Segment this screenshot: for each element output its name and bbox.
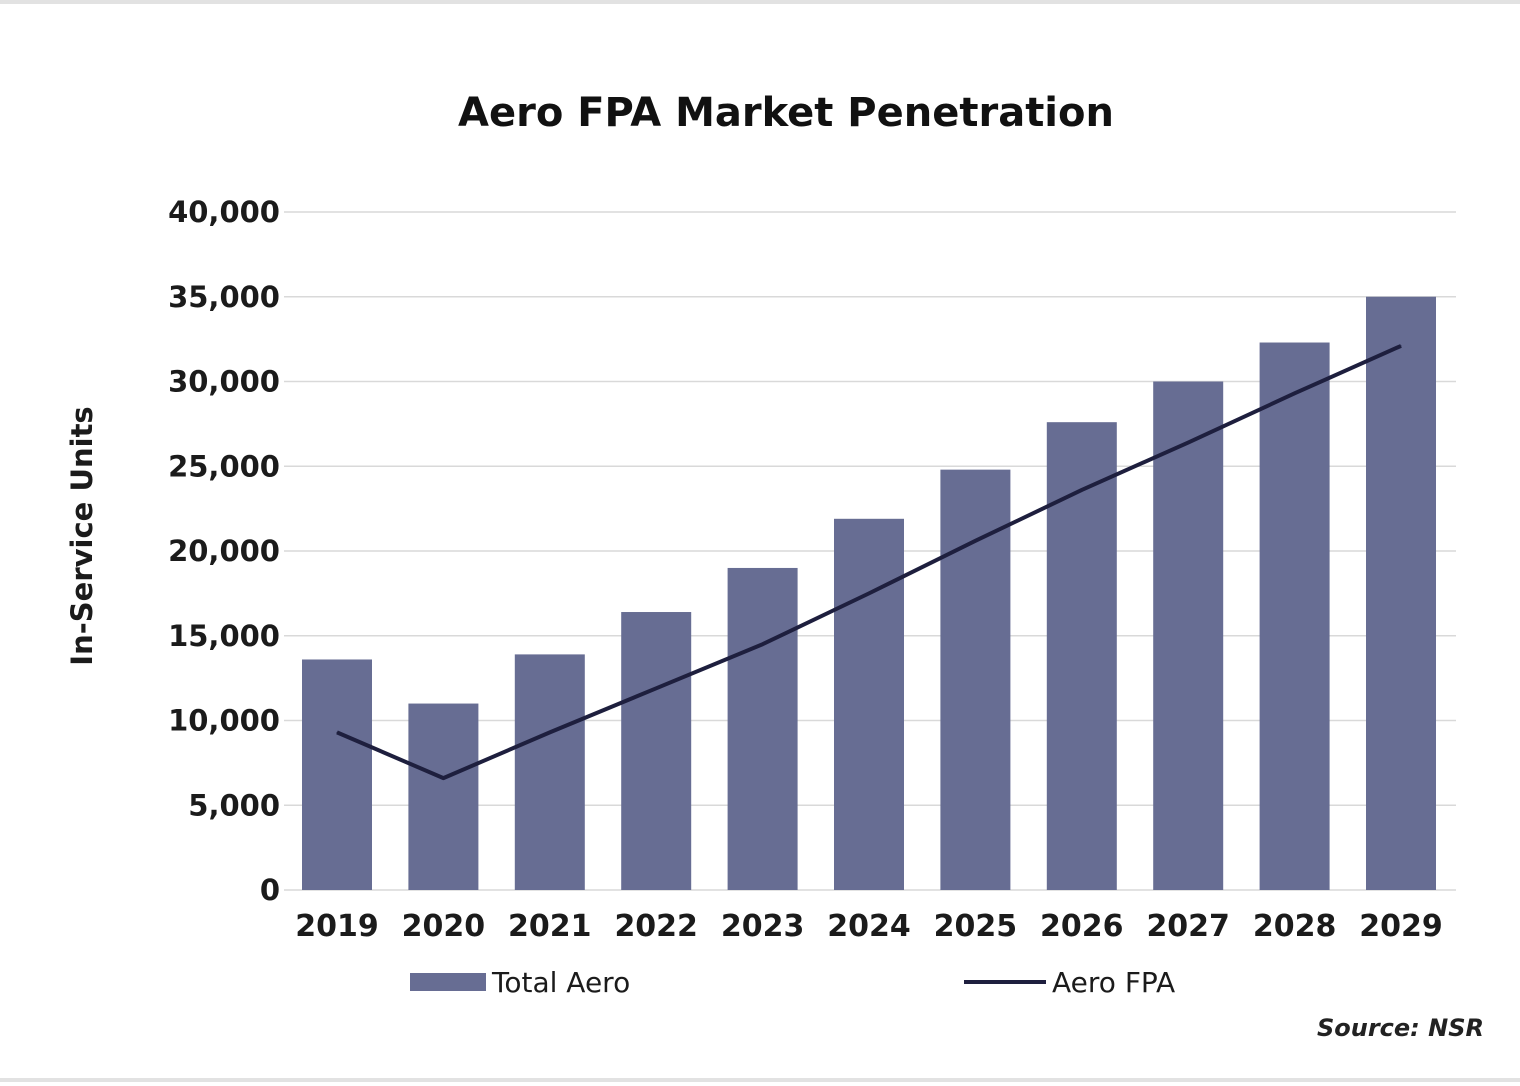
bar-2028 [1259,342,1330,890]
x-tick-label: 2023 [721,909,805,944]
legend: Total Aero Aero FPA [0,962,1520,1002]
line-point-2029 [1400,345,1402,347]
line-point-2025 [974,540,976,542]
y-tick-labels: 0 5,000 10,000 15,000 20,000 25,000 30,000 35,0… [168,195,280,907]
y-tick-label: 20,000 [168,534,280,568]
line-point-2027 [1187,442,1189,444]
bar-2020 [408,703,479,890]
bar-2029 [1366,296,1436,890]
line-point-2020 [442,777,444,779]
line-series [336,344,1402,781]
bar-2021 [514,654,585,890]
x-tick-label: 2019 [295,909,379,944]
y-tick-label: 40,000 [168,195,280,229]
legend-swatch-line [964,980,1046,984]
y-tick-label: 30,000 [168,365,280,399]
legend-label-aero-fpa: Aero FPA [1052,965,1176,999]
y-tick-label: 25,000 [168,449,280,483]
line-point-2028 [1294,392,1296,394]
x-tick-label: 2028 [1253,909,1337,944]
line-point-2024 [868,592,870,594]
line-point-2022 [655,687,657,689]
x-tick-label: 2024 [827,909,911,944]
bar-2025 [940,469,1011,890]
y-tick-label: 5,000 [188,788,280,822]
bar-2019 [302,659,372,890]
bar-2023 [727,567,798,890]
y-tick-label: 0 [260,873,280,907]
legend-swatch-bar [410,973,486,991]
chart-plot: 0 5,000 10,000 15,000 20,000 25,000 30,000 35,0… [65,195,1456,944]
line-point-2021 [549,731,551,733]
line-point-2026 [1081,489,1083,491]
bars [302,296,1436,890]
bar-2024 [834,518,904,890]
legend-label-total-aero: Total Aero [492,965,631,999]
bar-2027 [1153,381,1224,890]
chart-title: Aero FPA Market Penetration [458,90,1114,136]
x-tick-label: 2021 [508,909,592,944]
legend-item-total-aero: Total Aero [410,962,630,1002]
source-note: Source: NSR [1316,1014,1484,1042]
x-tick-labels: 2019 2020 2021 2022 2023 2024 2025 2026 2027 2028… [295,909,1443,944]
x-tick-label: 2029 [1359,909,1443,944]
line-point-2019 [336,731,338,733]
x-tick-label: 2020 [402,909,486,944]
legend-item-aero-fpa: Aero FPA [964,962,1175,1002]
y-tick-label: 15,000 [168,619,280,653]
x-tick-label: 2026 [1040,909,1124,944]
x-tick-label: 2027 [1146,909,1230,944]
y-tick-label: 35,000 [168,280,280,314]
line-point-2023 [762,643,764,645]
x-tick-label: 2025 [934,909,1018,944]
bar-2026 [1046,422,1117,890]
y-tick-label: 10,000 [168,704,280,738]
bar-2022 [621,612,692,890]
x-tick-label: 2022 [614,909,698,944]
y-axis-title: In-Service Units [65,406,99,665]
